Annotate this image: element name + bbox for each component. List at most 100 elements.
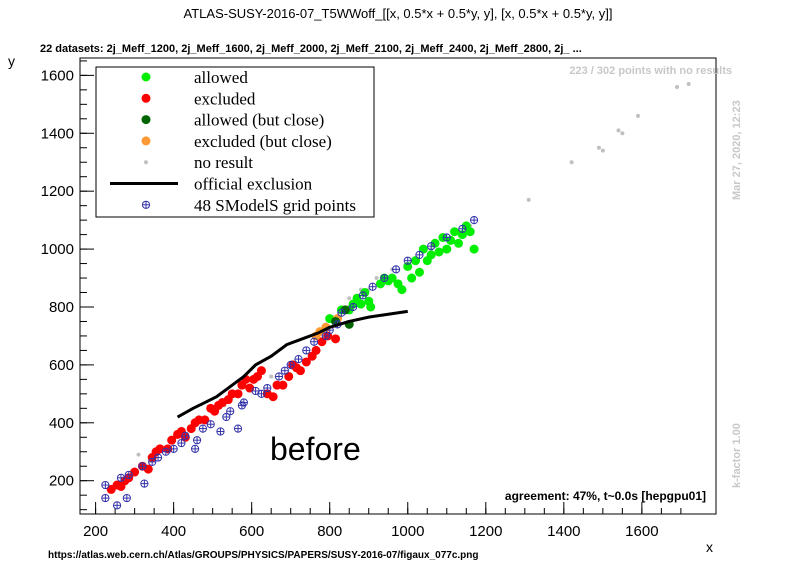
grid-point (368, 282, 377, 291)
allowed-point (414, 267, 424, 277)
date-stamp: Mar 27, 2020, 12:23 (731, 100, 743, 200)
legend-label: excluded (194, 89, 256, 108)
x-tick-label: 1200 (469, 523, 502, 540)
no-result-point (616, 128, 621, 133)
grid-point (169, 444, 178, 453)
excluded-point (200, 415, 210, 425)
allowed-point (366, 302, 376, 312)
allowed-point (465, 227, 475, 237)
legend-label: official exclusion (194, 175, 313, 194)
no-result-point (620, 131, 625, 136)
grid-point (337, 308, 346, 317)
grid-point (161, 447, 170, 456)
grid-point (198, 424, 208, 433)
excluded-point (311, 345, 321, 355)
grid-point (294, 355, 303, 364)
grid-point (192, 436, 202, 445)
x-tick-label: 1600 (625, 523, 658, 540)
source-url: https://atlas.web.cern.ch/Atlas/GROUPS/P… (48, 550, 479, 561)
y-tick-label: 800 (49, 299, 74, 316)
no-result-point (600, 148, 605, 153)
excluded-point (284, 371, 294, 381)
grid-point (380, 273, 389, 283)
allowed-point (450, 227, 460, 237)
y-tick-label: 200 (49, 473, 74, 490)
allowed-point (453, 238, 463, 248)
excluded-point (278, 380, 288, 390)
grid-point (280, 366, 289, 375)
plot-frame (79, 57, 717, 515)
legend-label: allowed (194, 68, 248, 87)
grid-point (153, 453, 163, 462)
grid-point (302, 346, 311, 355)
y-tick-label: 1400 (41, 125, 74, 142)
grid-point (458, 224, 467, 233)
x-axis-label: x (706, 539, 713, 555)
allowed-close-point (340, 305, 350, 315)
x-tick-label: 600 (239, 523, 264, 540)
grid-point (415, 250, 424, 259)
grid-point (358, 291, 367, 300)
x-tick-label: 1000 (391, 523, 424, 540)
x-tick-label: 1400 (547, 523, 580, 540)
grid-point (274, 372, 284, 381)
grid-point (122, 493, 131, 503)
legend-marker (144, 160, 148, 165)
grid-point (349, 302, 358, 312)
agreement-note: agreement: 47%, t~0.0s [hepgpu01] (505, 489, 706, 503)
grid-point (140, 479, 149, 488)
grid-point (442, 233, 451, 242)
excluded-point (167, 435, 177, 445)
grid-point (427, 242, 436, 251)
grid-point (181, 431, 190, 440)
legend-marker (141, 115, 151, 125)
grid-point (116, 473, 126, 482)
x-tick-label: 400 (161, 523, 186, 540)
excluded-point (256, 366, 266, 376)
y-tick-label: 1000 (41, 241, 74, 258)
grid-point (391, 265, 401, 274)
grid-point (226, 407, 235, 416)
grid-point (101, 493, 110, 503)
no-result-point (674, 84, 679, 89)
grid-point (469, 216, 479, 225)
legend-label: no result (194, 153, 253, 172)
excluded-point (295, 366, 305, 376)
no-result-point (596, 145, 601, 150)
grid-point (286, 360, 295, 369)
excluded-point (268, 392, 278, 402)
allowed-point (397, 285, 407, 295)
grid-point (124, 470, 133, 480)
legend-marker (141, 93, 151, 103)
allowed-point (418, 244, 428, 254)
allowed-point (457, 230, 467, 240)
legend-marker (141, 72, 151, 82)
grid-point (239, 398, 248, 407)
allowed-point (442, 244, 452, 254)
y-tick-label: 1600 (41, 67, 74, 84)
no-result-point (269, 374, 274, 379)
allowed-point (403, 261, 413, 271)
chart-title: ATLAS-SUSY-2016-07_T5WWoff_[[x, 0.5*x + … (184, 6, 613, 21)
grid-point (101, 480, 110, 490)
grid-point (257, 389, 266, 398)
grid-point (177, 438, 186, 448)
grid-point (216, 427, 225, 436)
legend-label: allowed (but close) (194, 111, 324, 130)
grid-point (191, 444, 200, 453)
y-tick-label: 600 (49, 357, 74, 374)
allowed-point (469, 244, 479, 254)
kfactor-note: k-factor 1.00 (731, 423, 743, 488)
no-result-point (635, 113, 640, 118)
grid-point (138, 462, 147, 471)
grid-point (206, 420, 215, 429)
x-tick-label: 200 (83, 523, 108, 540)
grid-point (148, 457, 157, 466)
chart-subtitle: 22 datasets: 2j_Meff_1200, 2j_Meff_1600,… (40, 43, 582, 55)
grid-point (112, 501, 122, 510)
no-result-point (136, 452, 141, 457)
allowed-point (446, 235, 456, 245)
before-label: before (270, 431, 361, 467)
allowed-point (426, 250, 436, 260)
